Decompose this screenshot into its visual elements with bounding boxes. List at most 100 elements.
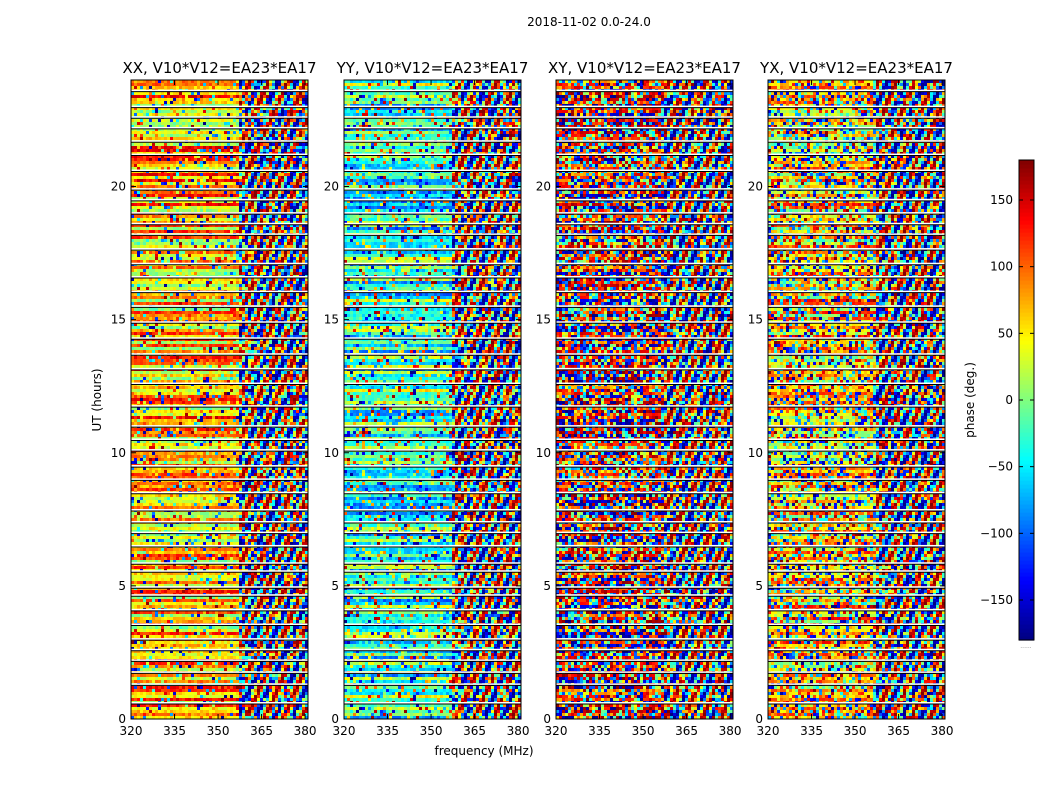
phase-cell — [161, 218, 164, 221]
phase-cell — [140, 206, 143, 209]
phase-cell — [176, 317, 179, 320]
phase-cell — [275, 128, 278, 131]
phase-cell — [149, 146, 152, 149]
phase-cell — [140, 218, 143, 221]
phase-cell — [131, 308, 134, 311]
phase-cell — [245, 221, 248, 224]
phase-cell — [212, 122, 215, 125]
phase-cell — [137, 215, 140, 218]
phase-cell — [152, 242, 155, 245]
phase-cell — [152, 167, 155, 170]
phase-cell — [191, 311, 194, 314]
phase-cell — [221, 101, 224, 104]
phase-cell — [140, 269, 143, 272]
phase-cell — [251, 227, 254, 230]
phase-cell — [191, 137, 194, 140]
phase-cell — [161, 317, 164, 320]
phase-cell — [275, 254, 278, 257]
phase-cell — [188, 107, 191, 110]
phase-cell — [146, 86, 149, 89]
phase-cell — [224, 143, 227, 146]
phase-cell — [290, 161, 293, 164]
phase-cell — [305, 266, 308, 269]
phase-cell — [293, 245, 296, 248]
phase-cell — [143, 311, 146, 314]
phase-cell — [131, 119, 134, 122]
phase-cell — [293, 302, 296, 305]
phase-cell — [194, 284, 197, 287]
phase-cell — [197, 149, 200, 152]
phase-cell — [293, 215, 296, 218]
phase-cell — [212, 206, 215, 209]
phase-cell — [299, 299, 302, 302]
phase-cell — [305, 119, 308, 122]
phase-cell — [164, 302, 167, 305]
phase-cell — [155, 209, 158, 212]
phase-cell — [299, 215, 302, 218]
phase-cell — [212, 86, 215, 89]
phase-cell — [218, 101, 221, 104]
phase-cell — [206, 125, 209, 128]
phase-cell — [203, 227, 206, 230]
phase-cell — [191, 101, 194, 104]
phase-cell — [290, 146, 293, 149]
phase-cell — [239, 80, 242, 83]
phase-cell — [164, 284, 167, 287]
phase-cell — [164, 218, 167, 221]
phase-cell — [287, 317, 290, 320]
phase-cell — [251, 209, 254, 212]
phase-cell — [242, 296, 245, 299]
phase-cell — [263, 224, 266, 227]
phase-cell — [167, 86, 170, 89]
phase-cell — [230, 167, 233, 170]
phase-cell — [173, 266, 176, 269]
phase-cell — [206, 281, 209, 284]
phase-cell — [230, 98, 233, 101]
phase-cell — [248, 299, 251, 302]
phase-cell — [158, 254, 161, 257]
phase-cell — [182, 266, 185, 269]
phase-cell — [290, 272, 293, 275]
phase-cell — [251, 326, 254, 329]
phase-cell — [245, 314, 248, 317]
phase-cell — [185, 317, 188, 320]
phase-cell — [158, 308, 161, 311]
phase-cell — [137, 101, 140, 104]
phase-cell — [212, 149, 215, 152]
phase-cell — [146, 227, 149, 230]
phase-cell — [179, 98, 182, 101]
phase-cell — [263, 119, 266, 122]
phase-cell — [266, 128, 269, 131]
phase-cell — [299, 257, 302, 260]
phase-cell — [254, 251, 257, 254]
phase-cell — [302, 83, 305, 86]
phase-cell — [239, 95, 242, 98]
phase-cell — [299, 191, 302, 194]
phase-cell — [245, 191, 248, 194]
phase-cell — [260, 155, 263, 158]
phase-cell — [185, 161, 188, 164]
phase-cell — [275, 266, 278, 269]
phase-cell — [191, 227, 194, 230]
phase-cell — [158, 197, 161, 200]
phase-cell — [209, 278, 212, 281]
phase-cell — [290, 176, 293, 179]
phase-cell — [194, 98, 197, 101]
phase-cell — [209, 203, 212, 206]
phase-cell — [182, 119, 185, 122]
phase-cell — [287, 218, 290, 221]
phase-cell — [155, 95, 158, 98]
phase-cell — [293, 218, 296, 221]
phase-cell — [188, 92, 191, 95]
phase-cell — [203, 185, 206, 188]
phase-cell — [197, 83, 200, 86]
phase-cell — [254, 155, 257, 158]
phase-cell — [287, 284, 290, 287]
phase-cell — [179, 209, 182, 212]
phase-cell — [212, 296, 215, 299]
phase-cell — [167, 98, 170, 101]
phase-cell — [293, 314, 296, 317]
phase-cell — [134, 143, 137, 146]
phase-cell — [254, 221, 257, 224]
phase-cell — [233, 164, 236, 167]
